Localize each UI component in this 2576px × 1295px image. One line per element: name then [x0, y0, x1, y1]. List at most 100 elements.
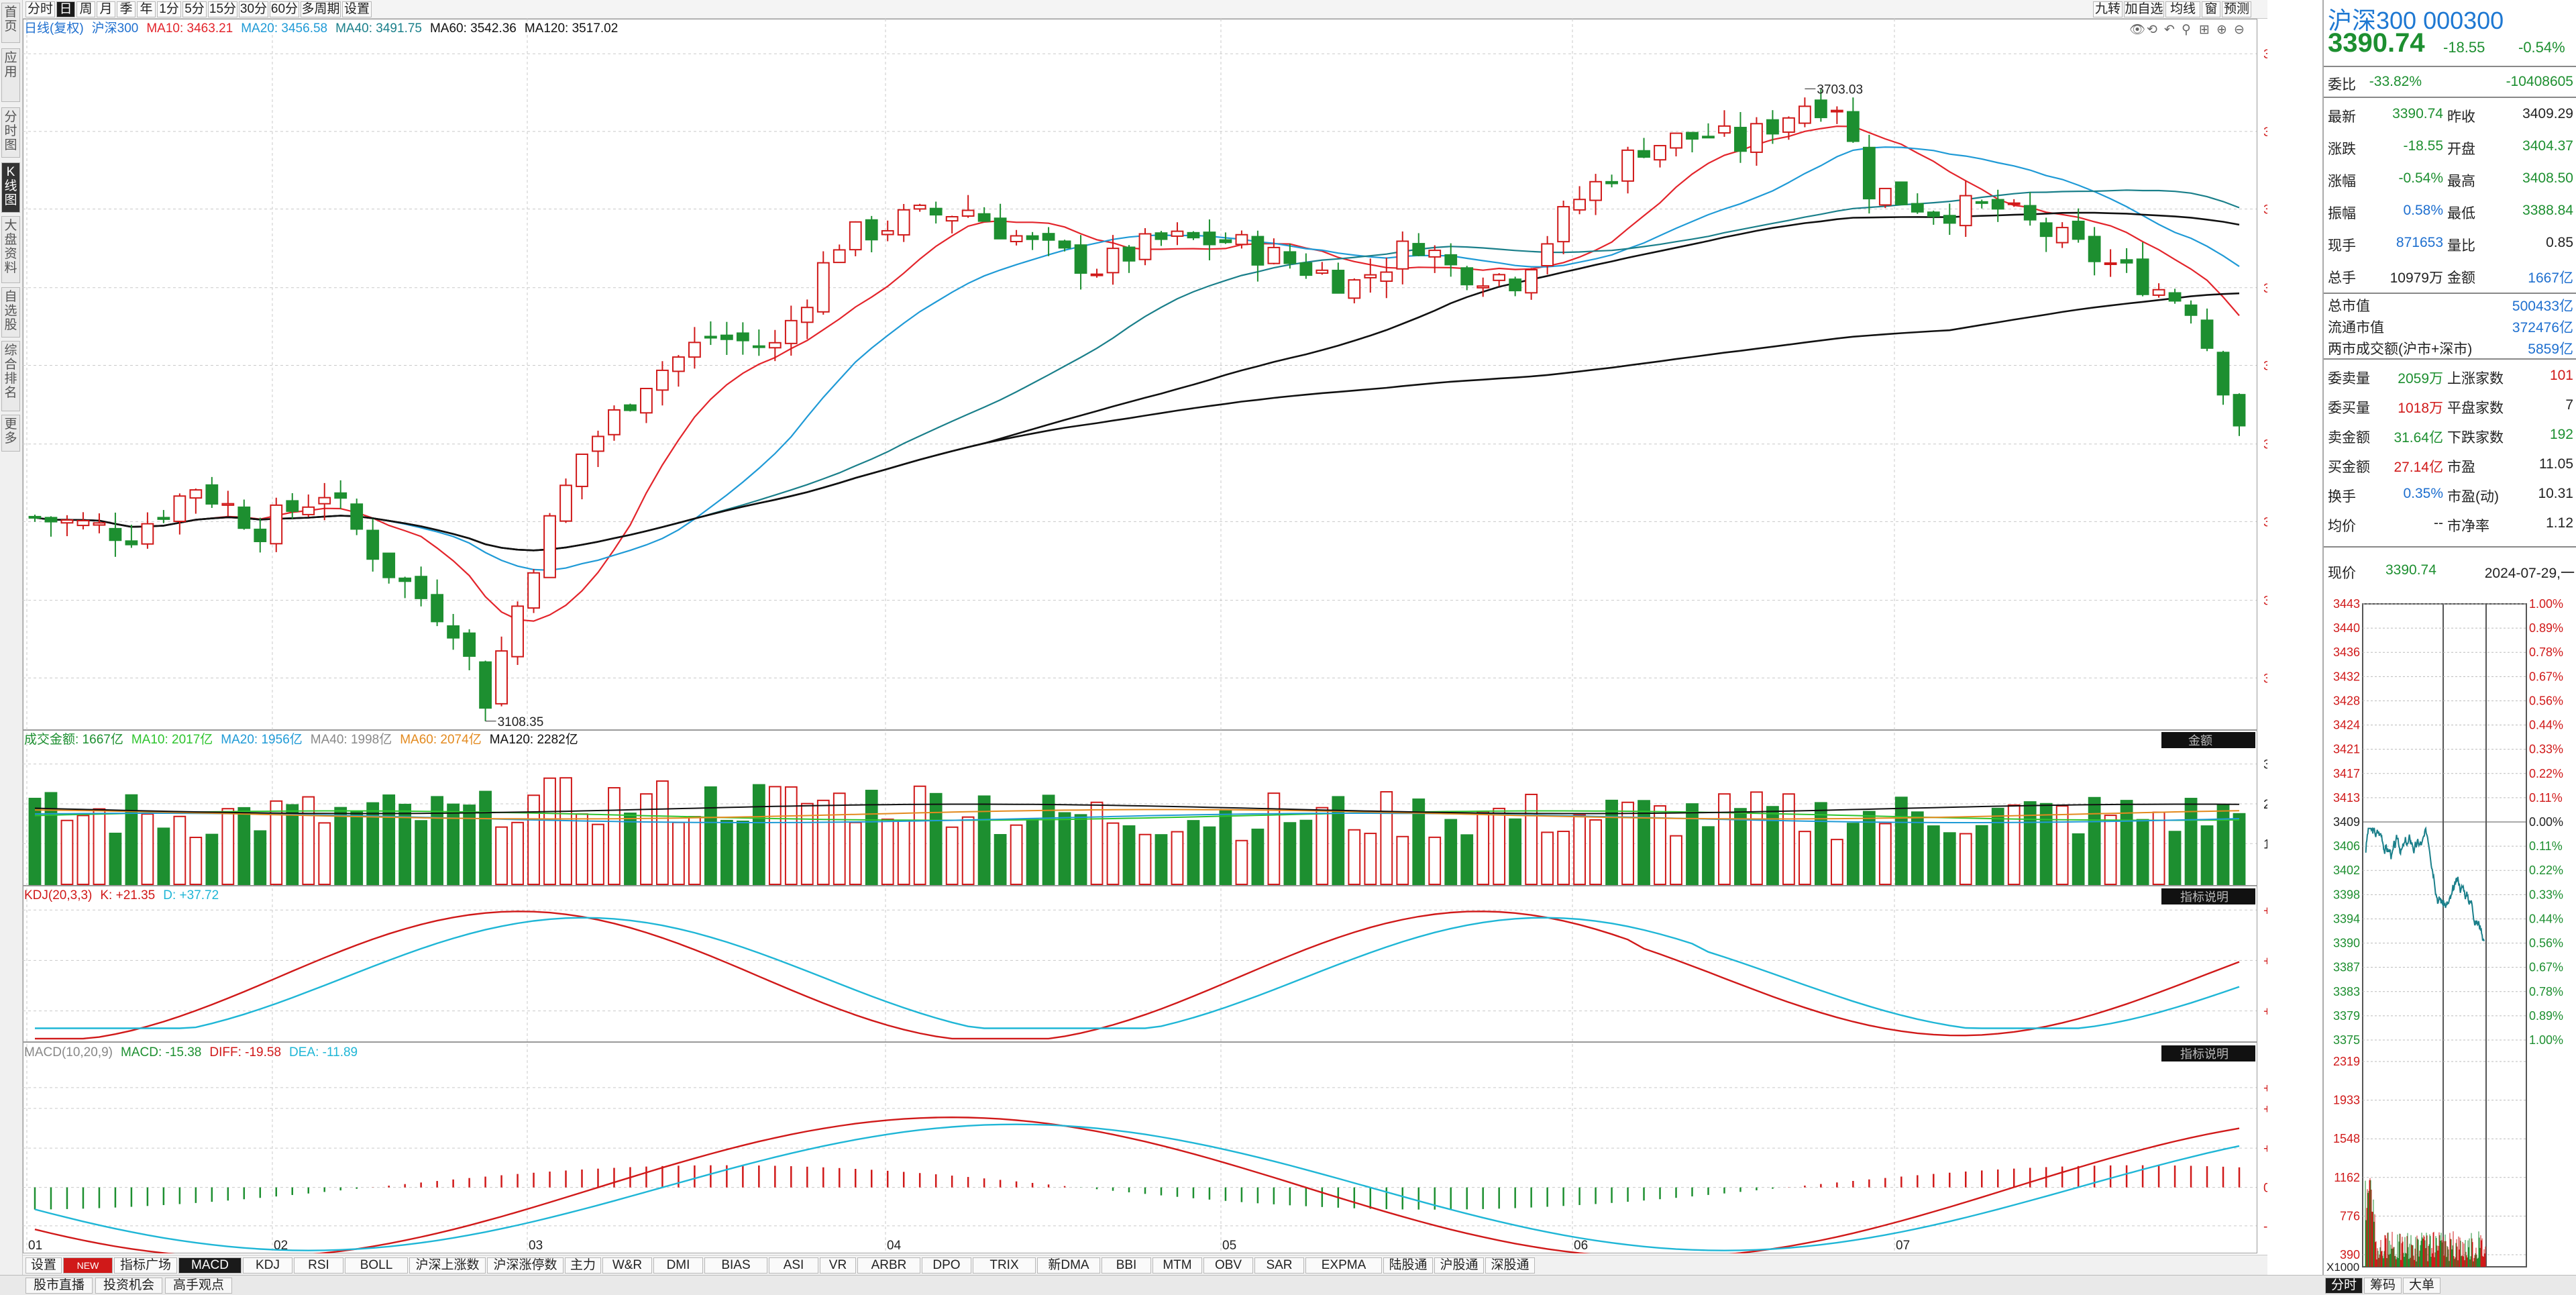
indicator-tab-10[interactable]: W&R [602, 1257, 652, 1274]
toolbar-5[interactable]: 年 [137, 1, 156, 17]
volume-bar [1122, 825, 1136, 885]
candle-body [173, 495, 186, 523]
toolbar-right-3[interactable]: 窗 [2202, 1, 2220, 17]
status-tab-2[interactable]: 高手观点 [165, 1278, 232, 1294]
volume-bar [2039, 802, 2053, 885]
indicator-tab-8[interactable]: 沪深涨停数 [487, 1257, 564, 1274]
volume-bar [334, 807, 347, 886]
quote-value: 2059万 [2398, 371, 2443, 386]
indicator-tab-2[interactable]: 指标广场 [114, 1257, 177, 1274]
indicator-tab-6[interactable]: BOLL [345, 1257, 408, 1274]
toolbar-10[interactable]: 60分 [270, 1, 299, 17]
mini-pct-tick: 0.11% [2529, 839, 2563, 853]
indicator-tab-18[interactable]: 新DMA [1037, 1257, 1100, 1274]
candle-body [2168, 292, 2182, 302]
indicator-tab-17[interactable]: TRIX [973, 1257, 1036, 1274]
volume-ma20: MA20: 1956亿 [221, 733, 303, 747]
candle [1026, 231, 1039, 250]
indicator-tab-12[interactable]: BIAS [704, 1257, 767, 1274]
candle [1428, 245, 1442, 273]
indicator-tab-25[interactable]: 沪股通 [1434, 1257, 1484, 1274]
candle [1122, 245, 1136, 273]
indicator-tab-16[interactable]: DPO [922, 1257, 971, 1274]
toolbar-3[interactable]: 月 [97, 1, 115, 17]
indicator-tab-7[interactable]: 沪深上涨数 [409, 1257, 486, 1274]
left-tab-2[interactable]: 分时图 [1, 107, 20, 158]
candle-body [2200, 319, 2214, 349]
indicator-tab-19[interactable]: BBI [1102, 1257, 1151, 1274]
toolbar-1[interactable]: 日 [56, 1, 75, 17]
indicator-tab-22[interactable]: SAR [1254, 1257, 1304, 1274]
candle [1332, 262, 1345, 294]
toolbar-8[interactable]: 15分 [208, 1, 237, 17]
indicator-tab-26[interactable]: 深股通 [1485, 1257, 1535, 1274]
left-tab-3[interactable]: K线图 [1, 162, 20, 213]
candle [1782, 116, 1795, 140]
volume-bar [704, 786, 717, 885]
volume-bar [93, 808, 106, 885]
toolbar-right-0[interactable]: 九转 [2093, 1, 2123, 17]
quote-bottom-tab-0[interactable]: 分时 [2325, 1278, 2363, 1294]
indicator-tab-23[interactable]: EXPMA [1305, 1257, 1382, 1274]
left-tab-5[interactable]: 自选股 [1, 287, 20, 338]
intraday-mini-chart[interactable]: 3443 1.00% 3440 0.89% 3436 0.78% 3432 0.67% 3428… [2324, 596, 2576, 1275]
indicator-tab-4[interactable]: KDJ [243, 1257, 292, 1274]
quote-label: 总手 [2328, 270, 2356, 286]
toolbar-right-2[interactable]: 均线 [2165, 1, 2200, 17]
status-tab-0[interactable]: 股市直播 [25, 1278, 93, 1294]
volume-amount: 成交金额: 1667亿 [24, 733, 123, 747]
toolbar-11[interactable]: 多周期 [301, 1, 341, 17]
chart-tool-icon[interactable]: ⊕ [2216, 22, 2227, 37]
quote-bottom-tab-2[interactable]: 大单 [2403, 1278, 2440, 1294]
kline-chart-svg[interactable]: 3736 3663 3590 3516 3443 3369 3296 3222 3149 01 0 2… [23, 19, 2267, 1253]
left-tab-6[interactable]: 综合排名 [1, 341, 20, 411]
left-tab-7[interactable]: 更多 [1, 415, 20, 452]
chart-tool-icon[interactable]: ↶ [2164, 22, 2175, 37]
status-tab-1[interactable]: 投资机会 [95, 1278, 162, 1294]
quote-bottom-tab-1[interactable]: 筹码 [2364, 1278, 2402, 1294]
now-value: 3390.74 [2385, 562, 2436, 578]
candle [286, 493, 299, 519]
indicator-tab-5[interactable]: RSI [294, 1257, 343, 1274]
toolbar-6[interactable]: 1分 [157, 1, 181, 17]
indicator-tab-1[interactable]: NEW [63, 1257, 113, 1274]
left-tab-1[interactable]: 应用 [1, 48, 20, 102]
indicator-tab-9[interactable]: 主力 [565, 1257, 601, 1274]
toolbar-right-1[interactable]: 加自选 [2124, 1, 2164, 17]
toolbar-12[interactable]: 设置 [342, 1, 372, 17]
price-axis-tick: 3736 [2263, 48, 2267, 62]
volume-bar [688, 816, 701, 886]
indicator-tab-20[interactable]: MTM [1152, 1257, 1202, 1274]
candle-body [1010, 235, 1023, 243]
indicator-tab-24[interactable]: 陆股通 [1383, 1257, 1433, 1274]
indicator-tab-3[interactable]: MACD [178, 1257, 241, 1274]
toolbar-7[interactable]: 5分 [182, 1, 207, 17]
left-tab-0[interactable]: 首页 [1, 3, 20, 43]
quote-label: 下跌家数 [2447, 430, 2504, 446]
chart-tool-icon[interactable]: ⟲ [2147, 22, 2157, 37]
kline-chart-area[interactable]: 3736 3663 3590 3516 3443 3369 3296 3222 3149 01 0 2… [23, 19, 2267, 1253]
candle [1283, 244, 1297, 269]
toolbar-right-4[interactable]: 预测 [2222, 1, 2251, 17]
indicator-tab-15[interactable]: ARBR [857, 1257, 920, 1274]
indicator-tabs: 设置 NEW 指标广场 MACD KDJ RSI BOLL 沪深上涨数 沪深涨停数 主力 W&R DM… [23, 1255, 2267, 1275]
weibi-pct: -33.82% [2369, 74, 2422, 89]
toolbar-4[interactable]: 季 [117, 1, 136, 17]
chart-tool-icon[interactable]: ⊞ [2199, 22, 2210, 37]
candle-body [141, 523, 154, 545]
toolbar-2[interactable]: 周 [76, 1, 95, 17]
left-tab-4[interactable]: 大盘资料 [1, 216, 20, 283]
chart-tool-icon[interactable]: 👁 [2129, 22, 2145, 37]
indicator-tab-13[interactable]: ASI [769, 1257, 818, 1274]
volume-bar [2055, 805, 2069, 886]
candle [1799, 97, 1811, 127]
indicator-tab-21[interactable]: OBV [1203, 1257, 1253, 1274]
indicator-tab-0[interactable]: 设置 [25, 1257, 62, 1274]
toolbar-0[interactable]: 分时 [25, 1, 55, 17]
indicator-tab-11[interactable]: DMI [653, 1257, 703, 1274]
toolbar-9[interactable]: 30分 [239, 1, 268, 17]
chart-tool-icon[interactable]: ⚲ [2182, 22, 2191, 37]
indicator-tab-14[interactable]: VR [820, 1257, 856, 1274]
chart-tool-icon[interactable]: ⊖ [2234, 22, 2245, 37]
candle-body [1058, 240, 1071, 249]
